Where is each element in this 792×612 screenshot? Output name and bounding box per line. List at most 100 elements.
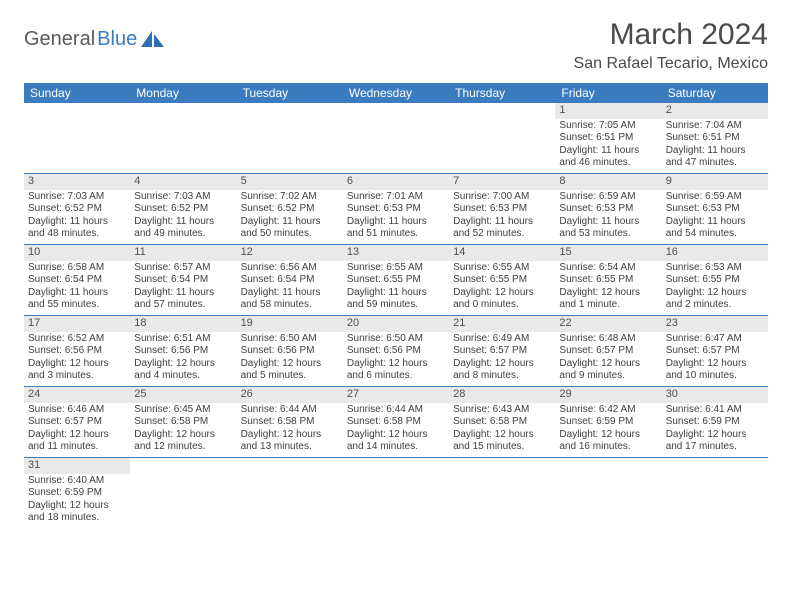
cell-line-sr: Sunrise: 6:42 AM (559, 404, 657, 417)
cell-line-ss: Sunset: 6:57 PM (28, 416, 126, 429)
weekday-header: Tuesday (237, 83, 343, 103)
cell-line-d2: and 52 minutes. (453, 228, 551, 241)
cell-line-ss: Sunset: 6:59 PM (666, 416, 764, 429)
cell-line-d1: Daylight: 11 hours (241, 216, 339, 229)
cell-line-ss: Sunset: 6:53 PM (453, 203, 551, 216)
cell-line-sr: Sunrise: 7:00 AM (453, 191, 551, 204)
calendar-cell: 26Sunrise: 6:44 AMSunset: 6:58 PMDayligh… (237, 387, 343, 458)
cell-line-d2: and 54 minutes. (666, 228, 764, 241)
cell-line-sr: Sunrise: 6:49 AM (453, 333, 551, 346)
day-number: 12 (237, 245, 343, 261)
day-number: 26 (237, 387, 343, 403)
cell-line-sr: Sunrise: 6:55 AM (453, 262, 551, 275)
calendar-cell: 29Sunrise: 6:42 AMSunset: 6:59 PMDayligh… (555, 387, 661, 458)
cell-line-d1: Daylight: 11 hours (347, 216, 445, 229)
day-number: 14 (449, 245, 555, 261)
cell-line-d1: Daylight: 11 hours (347, 287, 445, 300)
cell-line-d2: and 49 minutes. (134, 228, 232, 241)
cell-line-d2: and 3 minutes. (28, 370, 126, 383)
cell-line-d2: and 18 minutes. (28, 512, 126, 525)
cell-line-ss: Sunset: 6:53 PM (559, 203, 657, 216)
cell-line-d1: Daylight: 12 hours (453, 429, 551, 442)
day-number: 20 (343, 316, 449, 332)
cell-line-sr: Sunrise: 6:52 AM (28, 333, 126, 346)
cell-line-d1: Daylight: 12 hours (666, 429, 764, 442)
calendar-cell: 23Sunrise: 6:47 AMSunset: 6:57 PMDayligh… (662, 316, 768, 387)
cell-line-sr: Sunrise: 6:46 AM (28, 404, 126, 417)
cell-line-sr: Sunrise: 6:50 AM (241, 333, 339, 346)
day-number: 3 (24, 174, 130, 190)
cell-line-d2: and 10 minutes. (666, 370, 764, 383)
calendar-week: 17Sunrise: 6:52 AMSunset: 6:56 PMDayligh… (24, 316, 768, 387)
cell-line-d1: Daylight: 12 hours (134, 358, 232, 371)
cell-line-sr: Sunrise: 7:01 AM (347, 191, 445, 204)
day-number: 9 (662, 174, 768, 190)
cell-line-ss: Sunset: 6:58 PM (347, 416, 445, 429)
cell-line-d2: and 46 minutes. (559, 157, 657, 170)
cell-line-sr: Sunrise: 6:57 AM (134, 262, 232, 275)
cell-line-d1: Daylight: 11 hours (28, 287, 126, 300)
calendar-cell (343, 458, 449, 529)
day-number: 19 (237, 316, 343, 332)
cell-line-ss: Sunset: 6:58 PM (134, 416, 232, 429)
cell-line-d2: and 14 minutes. (347, 441, 445, 454)
cell-line-d1: Daylight: 12 hours (28, 429, 126, 442)
cell-line-d1: Daylight: 12 hours (241, 358, 339, 371)
calendar-cell: 30Sunrise: 6:41 AMSunset: 6:59 PMDayligh… (662, 387, 768, 458)
calendar-body: 1Sunrise: 7:05 AMSunset: 6:51 PMDaylight… (24, 103, 768, 528)
cell-line-d1: Daylight: 11 hours (559, 145, 657, 158)
cell-line-d1: Daylight: 12 hours (347, 358, 445, 371)
cell-line-d1: Daylight: 12 hours (28, 358, 126, 371)
cell-line-d1: Daylight: 12 hours (453, 358, 551, 371)
cell-line-sr: Sunrise: 7:04 AM (666, 120, 764, 133)
cell-line-ss: Sunset: 6:55 PM (666, 274, 764, 287)
calendar-cell: 17Sunrise: 6:52 AMSunset: 6:56 PMDayligh… (24, 316, 130, 387)
cell-line-sr: Sunrise: 6:56 AM (241, 262, 339, 275)
logo-text-1: General (24, 28, 95, 51)
cell-line-ss: Sunset: 6:55 PM (453, 274, 551, 287)
cell-line-d1: Daylight: 12 hours (241, 429, 339, 442)
cell-line-ss: Sunset: 6:55 PM (559, 274, 657, 287)
cell-line-d1: Daylight: 12 hours (453, 287, 551, 300)
calendar-cell (449, 103, 555, 174)
title-block: March 2024 San Rafael Tecario, Mexico (574, 18, 768, 73)
cell-line-sr: Sunrise: 6:48 AM (559, 333, 657, 346)
cell-line-d2: and 47 minutes. (666, 157, 764, 170)
cell-line-d1: Daylight: 11 hours (666, 145, 764, 158)
cell-line-sr: Sunrise: 6:45 AM (134, 404, 232, 417)
cell-line-d1: Daylight: 11 hours (134, 216, 232, 229)
cell-line-d1: Daylight: 11 hours (28, 216, 126, 229)
cell-line-d2: and 0 minutes. (453, 299, 551, 312)
cell-line-d1: Daylight: 12 hours (347, 429, 445, 442)
calendar-cell: 7Sunrise: 7:00 AMSunset: 6:53 PMDaylight… (449, 174, 555, 245)
cell-line-d2: and 17 minutes. (666, 441, 764, 454)
calendar-cell (237, 103, 343, 174)
calendar-cell: 14Sunrise: 6:55 AMSunset: 6:55 PMDayligh… (449, 245, 555, 316)
calendar-cell: 3Sunrise: 7:03 AMSunset: 6:52 PMDaylight… (24, 174, 130, 245)
cell-line-sr: Sunrise: 7:02 AM (241, 191, 339, 204)
cell-line-d2: and 58 minutes. (241, 299, 339, 312)
cell-line-sr: Sunrise: 6:58 AM (28, 262, 126, 275)
cell-line-sr: Sunrise: 6:44 AM (241, 404, 339, 417)
cell-line-d2: and 48 minutes. (28, 228, 126, 241)
day-number: 2 (662, 103, 768, 119)
cell-line-d1: Daylight: 12 hours (666, 287, 764, 300)
cell-line-ss: Sunset: 6:57 PM (453, 345, 551, 358)
cell-line-ss: Sunset: 6:51 PM (666, 132, 764, 145)
calendar-cell: 25Sunrise: 6:45 AMSunset: 6:58 PMDayligh… (130, 387, 236, 458)
cell-line-ss: Sunset: 6:56 PM (28, 345, 126, 358)
cell-line-ss: Sunset: 6:56 PM (241, 345, 339, 358)
cell-line-ss: Sunset: 6:51 PM (559, 132, 657, 145)
calendar-cell: 31Sunrise: 6:40 AMSunset: 6:59 PMDayligh… (24, 458, 130, 529)
cell-line-d1: Daylight: 12 hours (666, 358, 764, 371)
logo: GeneralBlue (24, 18, 165, 51)
calendar-cell: 11Sunrise: 6:57 AMSunset: 6:54 PMDayligh… (130, 245, 236, 316)
cell-line-d2: and 5 minutes. (241, 370, 339, 383)
calendar-cell: 24Sunrise: 6:46 AMSunset: 6:57 PMDayligh… (24, 387, 130, 458)
cell-line-d2: and 51 minutes. (347, 228, 445, 241)
cell-line-ss: Sunset: 6:58 PM (453, 416, 551, 429)
cell-line-ss: Sunset: 6:52 PM (241, 203, 339, 216)
cell-line-ss: Sunset: 6:55 PM (347, 274, 445, 287)
cell-line-d2: and 1 minute. (559, 299, 657, 312)
day-number: 27 (343, 387, 449, 403)
